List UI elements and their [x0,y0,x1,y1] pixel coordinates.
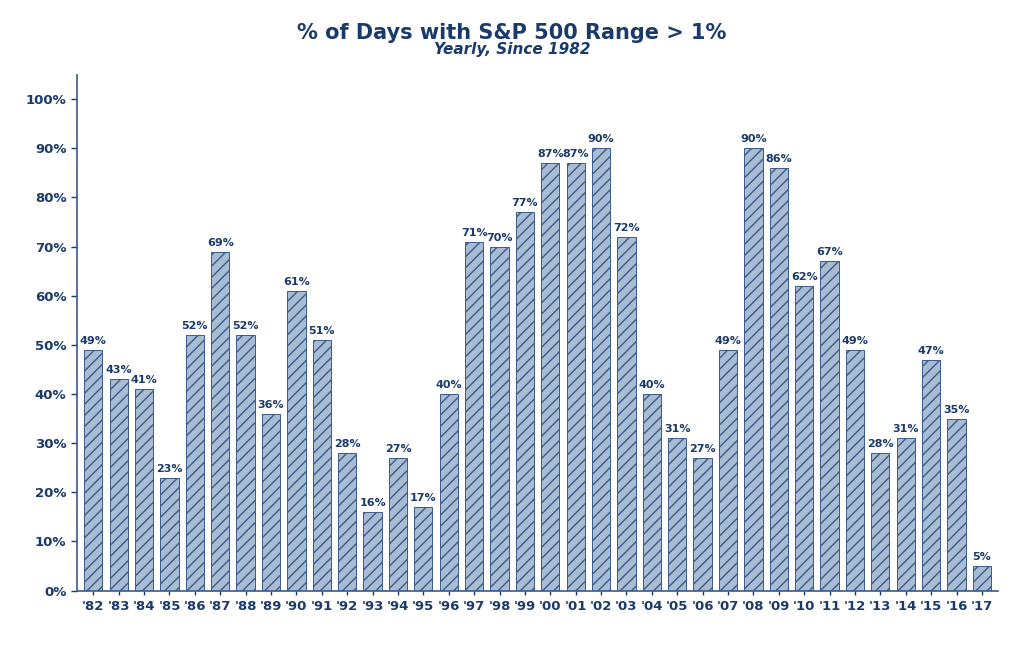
Bar [84,350,102,591]
Text: 70%: 70% [486,233,513,243]
Text: 87%: 87% [537,149,563,159]
Bar [541,163,559,591]
Bar [770,168,787,591]
Text: 27%: 27% [385,444,412,454]
Bar [795,286,813,591]
Text: 61%: 61% [283,277,310,287]
Bar [439,394,458,591]
Bar [668,438,686,591]
Bar [516,212,535,591]
Bar [592,149,610,591]
Bar [135,389,154,591]
Text: 35%: 35% [943,405,970,415]
Bar [364,512,382,591]
Text: 51%: 51% [308,326,335,336]
Bar [465,241,483,591]
Bar [161,478,178,591]
Text: 90%: 90% [740,134,767,145]
Text: 49%: 49% [80,336,106,346]
Bar [262,413,281,591]
Text: 71%: 71% [461,228,487,238]
Text: 28%: 28% [867,439,894,449]
Bar [566,163,585,591]
Text: Yearly, Since 1982: Yearly, Since 1982 [434,42,590,57]
Text: 41%: 41% [131,375,158,386]
Text: 49%: 49% [715,336,741,346]
Text: 87%: 87% [562,149,589,159]
Text: 62%: 62% [791,272,817,282]
Text: % of Days with S&P 500 Range > 1%: % of Days with S&P 500 Range > 1% [297,23,727,43]
Text: 47%: 47% [918,346,944,356]
Bar [415,507,432,591]
Bar [237,335,255,591]
Text: 40%: 40% [435,380,462,390]
Bar [312,340,331,591]
Text: 16%: 16% [359,498,386,508]
Bar [897,438,914,591]
Text: 90%: 90% [588,134,614,145]
Text: 52%: 52% [232,321,259,331]
Text: 5%: 5% [973,552,991,562]
Bar [288,291,305,591]
Text: 69%: 69% [207,238,233,248]
Bar [211,252,229,591]
Bar [846,350,864,591]
Text: 72%: 72% [613,223,640,233]
Text: 27%: 27% [689,444,716,454]
Text: 28%: 28% [334,439,360,449]
Bar [922,360,940,591]
Text: 49%: 49% [842,336,868,346]
Bar [820,262,839,591]
Text: 43%: 43% [105,365,132,375]
Bar [490,247,509,591]
Text: 67%: 67% [816,247,843,258]
Bar [643,394,660,591]
Bar [617,237,636,591]
Bar [973,566,991,591]
Text: 77%: 77% [512,199,539,208]
Bar [947,419,966,591]
Bar [693,458,712,591]
Bar [110,379,128,591]
Bar [744,149,763,591]
Bar [338,453,356,591]
Text: 31%: 31% [664,424,690,434]
Text: 86%: 86% [765,154,793,164]
Text: 31%: 31% [893,424,919,434]
Text: 17%: 17% [410,493,436,503]
Text: 52%: 52% [181,321,208,331]
Bar [871,453,890,591]
Bar [185,335,204,591]
Text: 36%: 36% [258,400,285,410]
Bar [389,458,408,591]
Bar [719,350,737,591]
Text: 40%: 40% [639,380,666,390]
Text: 23%: 23% [157,463,182,474]
